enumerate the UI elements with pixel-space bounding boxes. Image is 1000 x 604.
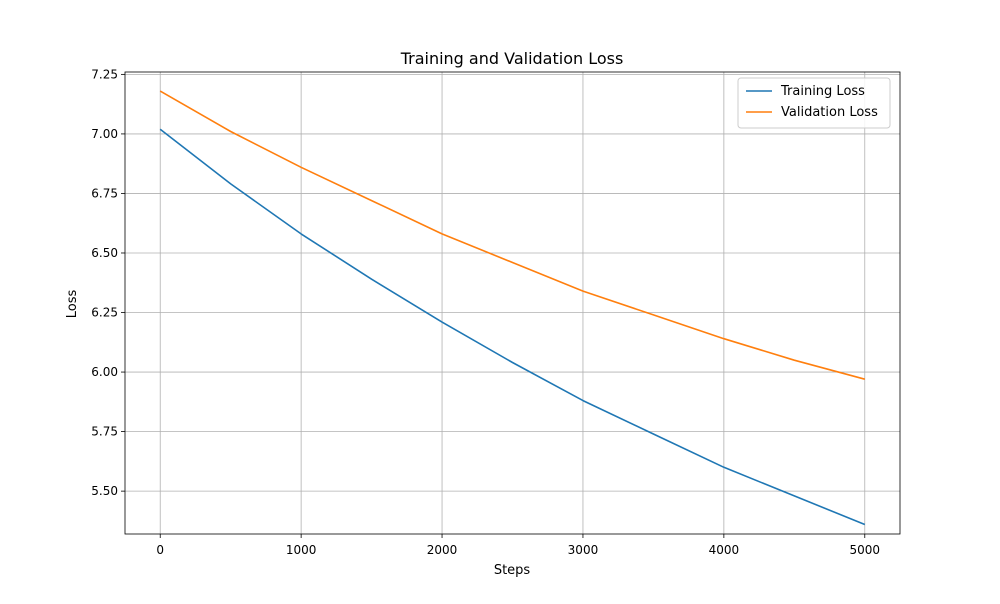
y-axis-ticks: 5.50 5.75 6.00 6.25 6.50 6.75 7.00 7.25	[91, 67, 125, 498]
x-axis-ticks: 0 1000 2000 3000 4000 5000	[156, 534, 880, 557]
x-tick-label: 5000	[849, 543, 880, 557]
x-tick-label: 0	[156, 543, 164, 557]
x-tick-label: 2000	[427, 543, 458, 557]
chart-title: Training and Validation Loss	[400, 49, 624, 68]
x-tick-label: 3000	[568, 543, 599, 557]
series-line-0	[159, 128, 866, 526]
series-line-1	[159, 90, 866, 380]
legend-label: Validation Loss	[781, 105, 878, 120]
y-tick-label: 6.50	[91, 246, 118, 260]
y-tick-label: 6.25	[91, 306, 118, 320]
y-tick-label: 5.50	[91, 484, 118, 498]
y-tick-label: 5.75	[91, 425, 118, 439]
plot-area-frame	[124, 71, 901, 535]
grid-lines	[125, 72, 900, 534]
x-tick-label: 1000	[286, 543, 317, 557]
y-axis-label: Loss	[65, 290, 80, 319]
x-axis-label: Steps	[494, 563, 531, 578]
y-tick-label: 6.00	[91, 365, 118, 379]
y-tick-label: 7.00	[91, 127, 118, 141]
legend: Training Loss Validation Loss	[737, 77, 891, 129]
legend-label: Training Loss	[780, 84, 865, 99]
x-tick-label: 4000	[709, 543, 740, 557]
series-lines	[159, 90, 866, 526]
y-tick-label: 7.25	[91, 67, 118, 81]
y-tick-label: 6.75	[91, 186, 118, 200]
legend-box	[737, 77, 891, 129]
